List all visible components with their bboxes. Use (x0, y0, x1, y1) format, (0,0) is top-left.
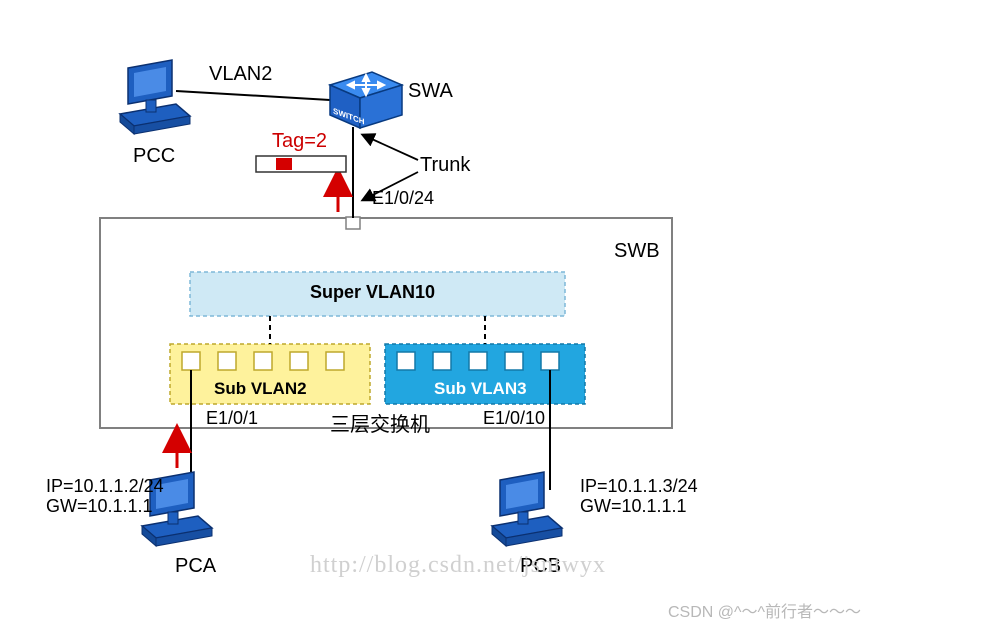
pcb-label: PCB (520, 555, 561, 578)
swa-label: SWA (408, 80, 453, 103)
svg-layer: SWITCH (0, 0, 982, 627)
tag-packet (256, 156, 346, 172)
swb-label: SWB (614, 240, 660, 263)
swb-box (100, 218, 672, 428)
sub-vlan2-label: Sub VLAN2 (214, 379, 307, 399)
l3switch-label: 三层交换机 (330, 408, 430, 437)
super-vlan-label: Super VLAN10 (310, 282, 435, 303)
pcb-icon (492, 472, 562, 546)
pca-ip: IP=10.1.1.2/24 (46, 476, 164, 497)
vlan2-label: VLAN2 (209, 63, 272, 86)
trunk-arrow-1 (363, 135, 418, 160)
diagram-root: SWITCH PCC VLAN2 SWA Tag=2 Trunk E1/0/24… (0, 0, 982, 627)
swb-trunk-port (346, 217, 360, 229)
pcb-gw: GW=10.1.1.1 (580, 496, 687, 517)
swa-icon: SWITCH (330, 72, 402, 128)
watermark-text: http://blog.csdn.net/jsntwyx (310, 552, 606, 579)
sub-vlan3-label: Sub VLAN3 (434, 379, 527, 399)
pca-gw: GW=10.1.1.1 (46, 496, 153, 517)
port24-label: E1/0/24 (372, 188, 434, 209)
trunk-label: Trunk (420, 154, 470, 177)
sub-vlan2-ports (182, 352, 344, 370)
pcc-icon (120, 60, 190, 134)
tag2-label: Tag=2 (272, 130, 327, 153)
svg-text:SWITCH: SWITCH (333, 106, 365, 126)
pca-label: PCA (175, 555, 216, 578)
port10-label: E1/0/10 (483, 408, 545, 429)
pcc-label: PCC (133, 145, 175, 168)
credit-text: CSDN @^～^前行者～～～ (668, 598, 861, 622)
sub-vlan3-ports (397, 352, 559, 370)
port1-label: E1/0/1 (206, 408, 258, 429)
link-pcc-swa (176, 91, 330, 100)
pcb-ip: IP=10.1.1.3/24 (580, 476, 698, 497)
